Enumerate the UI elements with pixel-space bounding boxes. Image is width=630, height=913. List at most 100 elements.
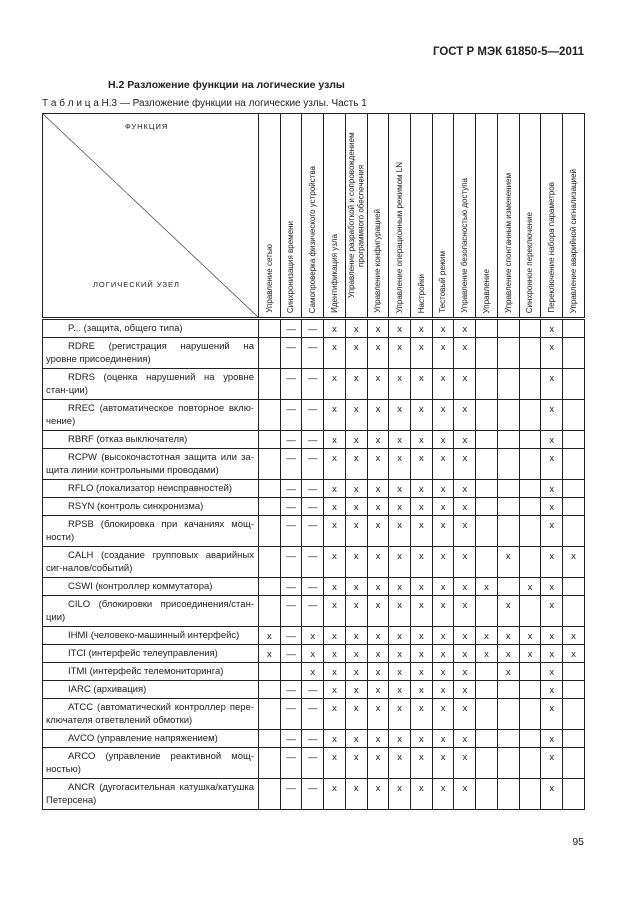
logical-node-cell: P... (защита, общего типа) [42, 318, 259, 338]
column-header-label: Переключение набора параметров [546, 182, 556, 313]
mark-cell: x [323, 448, 346, 480]
mark-cell: x [410, 497, 433, 516]
column-header-label: Синхронизация времени [286, 220, 296, 313]
mark-cell: x [366, 778, 390, 810]
mark-cell: x [344, 448, 368, 480]
mark-cell: x [366, 546, 390, 578]
mark-cell [562, 747, 585, 779]
mark-cell: — [301, 778, 325, 810]
logical-node-cell: RSYN (контроль синхронизма) [42, 497, 259, 516]
logical-node-cell: ANCR (дугогасительная катушка/катушка Пе… [42, 778, 259, 810]
mark-cell: x [540, 546, 564, 578]
mark-cell [562, 318, 585, 338]
mark-cell: x [388, 662, 412, 681]
mark-cell [496, 448, 520, 480]
mark-cell: x [431, 318, 455, 338]
column-header: Управление [475, 113, 498, 319]
mark-cell: x [410, 626, 433, 645]
table-row: RREC (автоматическое повторное вклю-чени… [42, 399, 585, 431]
mark-cell [496, 698, 520, 730]
mark-cell: x [388, 626, 412, 645]
column-header: Настройки [410, 113, 433, 319]
mark-cell: x [410, 644, 433, 663]
mark-cell: — [279, 698, 303, 730]
column-header-label: Самопроверка физического устройства [308, 165, 318, 313]
mark-cell [258, 479, 281, 498]
mark-cell: x [431, 698, 455, 730]
mark-cell [475, 430, 498, 449]
mark-cell: x [388, 368, 412, 400]
mark-cell [475, 680, 498, 699]
mark-cell: x [431, 644, 455, 663]
mark-cell [279, 662, 303, 681]
logical-node-cell: CILO (блокировки присоединения/стан-ции) [42, 595, 259, 627]
column-header: Переключение набора параметров [540, 113, 564, 319]
mark-cell: x [323, 644, 346, 663]
logical-node-cell: ITCI (интерфейс телеуправления) [42, 644, 259, 663]
table-row: ITMI (интерфейс телемониторинга) x x x x x x x x… [42, 662, 585, 681]
mark-cell: x [562, 546, 585, 578]
mark-cell: x [410, 337, 433, 369]
mark-cell: x [410, 448, 433, 480]
mark-cell [562, 337, 585, 369]
table-header-row: ФУНКЦИЯ ЛОГИЧЕСКИЙ УЗЕЛ Управление сетью… [42, 113, 585, 319]
mark-cell: x [388, 515, 412, 547]
mark-cell [475, 497, 498, 516]
table-row: P... (защита, общего типа) — — x x x x x x x x [42, 318, 585, 338]
mark-cell [258, 448, 281, 480]
mark-cell: x [431, 479, 455, 498]
mark-cell: x [323, 546, 346, 578]
mark-cell [496, 515, 520, 547]
mark-cell [475, 368, 498, 400]
mark-cell [562, 680, 585, 699]
mark-cell: — [301, 337, 325, 369]
mark-cell: x [344, 497, 368, 516]
mark-cell: x [344, 644, 368, 663]
mark-cell: x [496, 644, 520, 663]
mark-cell [258, 337, 281, 369]
column-header-label: Управление безопасностью доступа [460, 178, 470, 313]
mark-cell [475, 662, 498, 681]
mark-cell: x [431, 368, 455, 400]
mark-cell: — [279, 546, 303, 578]
column-header: Самопроверка физического устройства [301, 113, 325, 319]
mark-cell [258, 662, 281, 681]
column-header-label: Управление сетью [264, 244, 274, 313]
mark-cell: x [388, 778, 412, 810]
mark-cell: — [279, 644, 303, 663]
mark-cell: x [344, 698, 368, 730]
mark-cell [496, 497, 520, 516]
mark-cell: x [540, 430, 564, 449]
mark-cell [562, 595, 585, 627]
mark-cell [518, 747, 542, 779]
mark-cell [496, 479, 520, 498]
mark-cell: — [301, 546, 325, 578]
mark-cell [475, 729, 498, 748]
mark-cell: x [366, 430, 390, 449]
mark-cell: x [344, 626, 368, 645]
mark-cell: x [323, 698, 346, 730]
mark-cell: x [366, 368, 390, 400]
mark-cell [258, 368, 281, 400]
mark-cell: — [279, 430, 303, 449]
mark-cell: x [540, 626, 564, 645]
mark-cell [518, 337, 542, 369]
mark-cell: x [344, 546, 368, 578]
mark-cell: — [301, 497, 325, 516]
mark-cell: x [431, 448, 455, 480]
mark-cell: x [540, 662, 564, 681]
mark-cell [475, 698, 498, 730]
mark-cell: x [366, 399, 390, 431]
mark-cell: x [540, 497, 564, 516]
column-header: Тестовый режим [431, 113, 455, 319]
mark-cell [496, 747, 520, 779]
logical-node-cell: RFLO (локализатор неисправностей) [42, 479, 259, 498]
mark-cell: x [323, 729, 346, 748]
mark-cell: x [366, 337, 390, 369]
mark-cell: x [344, 595, 368, 627]
page-number: 95 [572, 836, 584, 848]
mark-cell [562, 430, 585, 449]
mark-cell: x [366, 729, 390, 748]
table-row: ANCR (дугогасительная катушка/катушка Пе… [42, 778, 585, 810]
mark-cell [475, 515, 498, 547]
